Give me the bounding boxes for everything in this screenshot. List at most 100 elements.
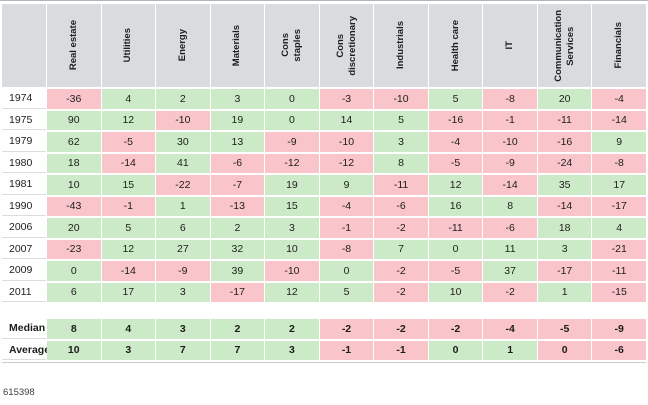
value-cell: -6 — [483, 218, 537, 238]
value-cell: -23 — [47, 239, 101, 259]
value-cell: 3 — [265, 218, 319, 238]
value-cell: -6 — [592, 340, 646, 360]
year-label: 1975 — [2, 110, 46, 130]
value-cell: 9 — [592, 132, 646, 152]
value-cell: 20 — [47, 218, 101, 238]
year-label: 1990 — [2, 196, 46, 216]
value-cell: 32 — [210, 239, 265, 259]
value-cell: 19 — [210, 110, 265, 130]
value-cell: -11 — [537, 110, 592, 130]
value-cell: 20 — [537, 89, 592, 109]
value-cell: -24 — [537, 153, 592, 173]
year-label: 2007 — [2, 239, 46, 259]
column-header-energy: Energy — [156, 4, 210, 87]
value-cell: 15 — [265, 196, 319, 216]
value-cell: -1 — [374, 340, 428, 360]
value-cell: 12 — [101, 239, 156, 259]
table-row-1974: 1974 -36 4 2 3 0 -3 -10 5 -8 20 -4 — [2, 89, 646, 109]
column-header-communication-services: Communication Services — [537, 4, 592, 87]
value-cell: 3 — [101, 340, 156, 360]
table-row-1975: 1975 90 12 -10 19 0 14 5 -16 -1 -11 -14 — [2, 110, 646, 130]
table-row-1979: 1979 62 -5 30 13 -9 -10 3 -4 -10 -16 9 — [2, 132, 646, 152]
year-label: 2009 — [2, 261, 46, 281]
value-cell: 0 — [428, 239, 483, 259]
value-cell: -2 — [374, 218, 428, 238]
column-header-label: Cons staples — [280, 29, 303, 62]
column-header-label: Energy — [176, 29, 188, 62]
value-cell: 37 — [483, 261, 537, 281]
value-cell: -3 — [319, 89, 374, 109]
value-cell: -1 — [101, 196, 156, 216]
summary-label: Average — [2, 340, 50, 360]
value-cell: -9 — [265, 132, 319, 152]
column-header-utilities: Utilities — [101, 4, 156, 87]
value-cell: 19 — [265, 175, 319, 195]
column-header-label: Communication Services — [552, 9, 576, 82]
value-cell: -2 — [374, 282, 428, 302]
value-cell: -10 — [156, 110, 210, 130]
value-cell: -17 — [537, 261, 592, 281]
value-cell: -4 — [319, 196, 374, 216]
value-cell: 3 — [156, 319, 210, 339]
value-cell: -8 — [319, 239, 374, 259]
column-header-label: Financials — [613, 22, 625, 69]
value-cell: 1 — [537, 282, 592, 302]
year-label: 2011 — [2, 282, 46, 302]
value-cell: -15 — [592, 282, 646, 302]
value-cell: 8 — [374, 153, 428, 173]
value-cell: 4 — [101, 319, 156, 339]
value-cell: 3 — [265, 340, 319, 360]
value-cell: -2 — [483, 282, 537, 302]
value-cell: -2 — [374, 319, 428, 339]
value-cell: -13 — [210, 196, 265, 216]
value-cell: 0 — [537, 340, 592, 360]
value-cell: -4 — [428, 132, 483, 152]
value-cell: 17 — [101, 282, 156, 302]
summary-body: Median 8 4 3 2 2 -2 -2 -2 -4 -5 -9 Average 10 3 7 7 3 -1 -1… — [2, 319, 646, 360]
value-cell: 10 — [47, 175, 101, 195]
value-cell: 2 — [210, 218, 265, 238]
value-cell: -10 — [374, 89, 428, 109]
column-header-label: Cons discretionary — [334, 15, 358, 76]
value-cell: 39 — [210, 261, 265, 281]
column-header-label: Industrials — [395, 21, 407, 70]
value-cell: 1 — [156, 196, 210, 216]
column-header-financials: Financials — [592, 4, 646, 87]
value-cell: -36 — [47, 89, 101, 109]
year-label: 2006 — [2, 218, 46, 238]
value-cell: 7 — [210, 340, 265, 360]
column-header-label: Real estate — [67, 20, 79, 71]
value-cell: -14 — [101, 261, 156, 281]
value-cell: 10 — [265, 239, 319, 259]
value-cell: 18 — [47, 153, 101, 173]
value-cell: 0 — [47, 261, 101, 281]
value-cell: 2 — [156, 89, 210, 109]
value-cell: -21 — [592, 239, 646, 259]
value-cell: -11 — [374, 175, 428, 195]
header-corner — [2, 4, 46, 87]
value-cell: -2 — [319, 319, 374, 339]
value-cell: 10 — [47, 340, 101, 360]
year-label: 1979 — [2, 132, 46, 152]
value-cell: 8 — [483, 196, 537, 216]
value-cell: 9 — [319, 175, 374, 195]
value-cell: 0 — [428, 340, 483, 360]
value-cell: -5 — [428, 261, 483, 281]
value-cell: 18 — [537, 218, 592, 238]
value-cell: -2 — [374, 261, 428, 281]
column-header-industrials: Industrials — [374, 4, 428, 87]
value-cell: 4 — [592, 218, 646, 238]
column-header-label: Utilities — [122, 28, 134, 63]
column-header-label: Health care — [449, 19, 461, 72]
value-cell: 30 — [156, 132, 210, 152]
value-cell: -17 — [592, 196, 646, 216]
column-header-label: IT — [504, 41, 516, 50]
column-header-health-care: Health care — [428, 4, 483, 87]
table-row-1980: 1980 18 -14 41 -6 -12 -12 8 -5 -9 -24 -8 — [2, 153, 646, 173]
column-header-materials: Materials — [210, 4, 265, 87]
table-gap — [2, 304, 646, 319]
value-cell: 27 — [156, 239, 210, 259]
value-cell: 15 — [101, 175, 156, 195]
value-cell: 35 — [537, 175, 592, 195]
